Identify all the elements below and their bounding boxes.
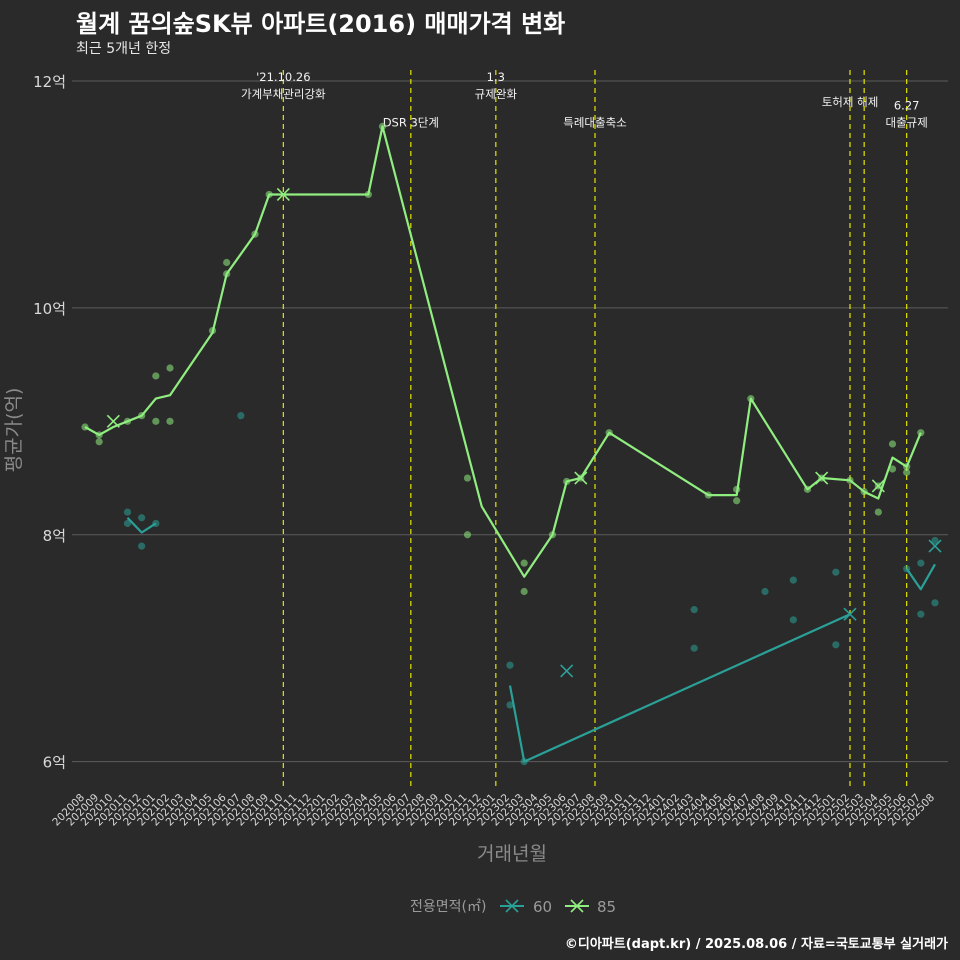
data-point-60	[506, 701, 514, 709]
y-tick-label: 10억	[33, 300, 66, 318]
x-marker-85	[871, 479, 885, 493]
data-point-60	[237, 412, 245, 420]
data-point-60	[832, 568, 840, 576]
x-marker-85	[815, 471, 829, 485]
axes-layer: 6억8억10억12억202008202009202010202011202012…	[33, 73, 937, 828]
data-point-85	[463, 531, 472, 539]
y-tick-label: 12억	[33, 73, 66, 91]
annotation-label: 특례대출축소	[563, 115, 626, 129]
grid-layer	[72, 80, 948, 763]
data-point-60	[931, 536, 939, 545]
annotation-label-line: 대출규제	[886, 115, 928, 129]
chart-subtitle: 최근 5개년 한정	[76, 41, 172, 57]
markers-layer	[106, 187, 942, 678]
annotation-label-line: DSR 3단계	[383, 115, 439, 129]
chart-title: 월계 꿈의숲SK뷰 아파트(2016) 매매가격 변화	[76, 10, 566, 38]
series-line-60	[126, 517, 157, 534]
series-line-60	[905, 563, 936, 591]
data-point-60	[123, 519, 132, 528]
x-marker-60	[928, 539, 942, 553]
annotation-label: 1.3 규제완화	[475, 70, 518, 101]
data-point-85	[463, 474, 472, 482]
points-layer	[81, 122, 939, 766]
data-point-60	[917, 559, 925, 567]
data-point-60	[690, 606, 698, 614]
data-point-85	[95, 438, 103, 446]
y-tick-label: 6억	[43, 754, 66, 772]
data-point-60	[917, 610, 925, 618]
annotation-label-line: 규제완화	[475, 87, 518, 101]
data-point-85	[888, 465, 897, 473]
lines-layer	[84, 125, 936, 763]
data-point-85	[874, 508, 882, 516]
data-point-60	[931, 599, 939, 607]
y-tick-label: 8억	[43, 527, 66, 545]
x-marker-60	[843, 607, 857, 621]
data-point-85	[152, 417, 160, 425]
legend-key-60-x	[505, 899, 519, 913]
data-point-60	[789, 616, 797, 624]
annotation-label-line: 토허제 해제	[822, 95, 879, 109]
data-point-85	[888, 440, 897, 448]
legend-key-85-x	[570, 899, 584, 913]
annotation-label-line: 1.3	[487, 70, 505, 84]
data-point-85	[166, 417, 174, 425]
data-point-60	[506, 661, 514, 669]
annotation-label: 토허제 해제	[822, 95, 879, 109]
data-point-85	[733, 497, 741, 505]
data-point-60	[789, 576, 797, 584]
data-point-85	[152, 372, 160, 380]
data-point-60	[690, 644, 698, 652]
data-point-60	[832, 641, 840, 649]
data-point-60	[138, 542, 146, 550]
x-axis-label: 거래년월	[477, 843, 547, 865]
x-marker-85	[106, 414, 120, 428]
annotation-label-line: 가계부채관리강화	[241, 87, 326, 101]
legend: 전용면적(㎡) 60 85	[410, 898, 616, 916]
data-point-85	[520, 587, 528, 596]
series-line-60	[508, 613, 851, 763]
data-point-60	[761, 587, 769, 596]
annotation-label: 6.27 대출규제	[886, 98, 928, 129]
legend-label-85: 85	[597, 898, 616, 916]
annotation-label-line: 6.27	[894, 98, 920, 112]
data-point-85	[520, 559, 528, 567]
annotation-label: DSR 3단계	[383, 115, 439, 129]
y-axis-label: 평균가(억)	[3, 388, 25, 473]
legend-title: 전용면적(㎡)	[410, 899, 486, 915]
source-caption: ©디아파트(dapt.kr) / 2025.08.06 / 자료=국토교통부 실…	[564, 937, 948, 952]
series-line-85	[84, 125, 922, 578]
data-point-60	[123, 508, 132, 516]
x-marker-85	[276, 187, 290, 202]
data-point-60	[138, 514, 146, 522]
x-marker-60	[560, 664, 574, 678]
data-point-85	[223, 258, 231, 267]
data-point-85	[166, 364, 174, 372]
x-marker-85	[574, 471, 588, 485]
annotation-label: '21.10.26 가계부채관리강화	[241, 70, 326, 101]
data-point-85	[903, 468, 911, 476]
annotation-label-line: 특례대출축소	[563, 115, 626, 129]
legend-label-60: 60	[533, 898, 552, 916]
annotation-label-line: '21.10.26	[256, 70, 310, 84]
